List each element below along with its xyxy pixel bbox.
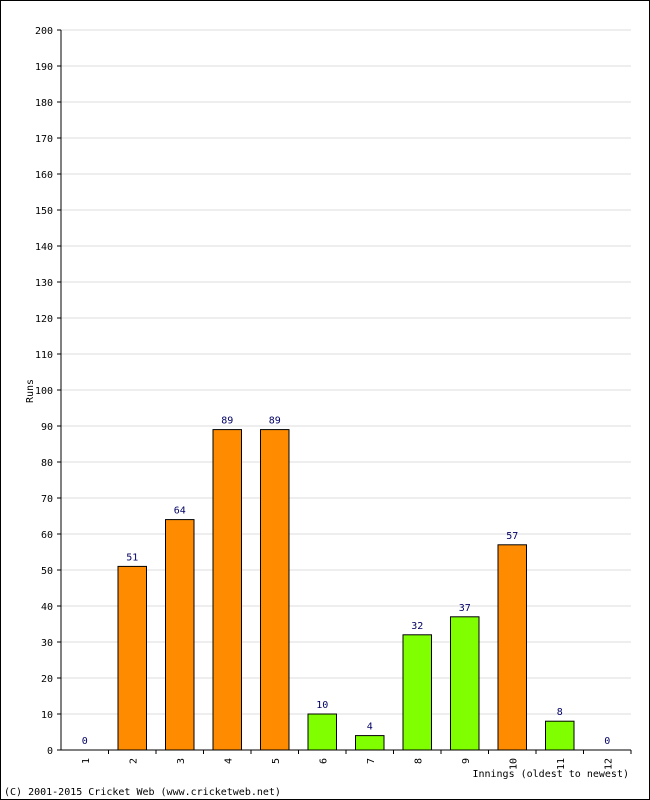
y-tick-label: 200 xyxy=(35,26,53,37)
labels: 0102030405060708090100110120130140150160… xyxy=(35,26,614,770)
bar-innings-5 xyxy=(260,429,290,751)
data-label: 10 xyxy=(316,700,328,711)
data-label: 37 xyxy=(459,603,471,614)
x-tick-label: 12 xyxy=(603,758,614,770)
y-tick-label: 130 xyxy=(35,278,53,289)
axes xyxy=(57,29,632,754)
x-tick-label: 8 xyxy=(413,758,424,764)
bar-innings-2 xyxy=(117,565,147,751)
data-label: 64 xyxy=(174,506,186,517)
x-tick-label: 6 xyxy=(318,758,329,764)
y-tick-label: 40 xyxy=(41,602,53,613)
y-tick-label: 80 xyxy=(41,458,53,469)
data-label: 4 xyxy=(367,722,373,733)
x-tick-label: 5 xyxy=(271,758,282,764)
y-tick-label: 180 xyxy=(35,98,53,109)
y-tick-label: 70 xyxy=(41,494,53,505)
y-tick-label: 120 xyxy=(35,314,53,325)
data-label: 0 xyxy=(82,736,88,747)
bar-innings-11 xyxy=(545,720,575,751)
data-label: 32 xyxy=(411,621,423,632)
y-tick-label: 150 xyxy=(35,206,53,217)
grid-lines xyxy=(61,29,631,715)
data-label: 51 xyxy=(126,552,138,563)
bar-innings-7 xyxy=(355,735,385,751)
bar-innings-10 xyxy=(497,544,527,751)
x-tick-label: 2 xyxy=(128,758,139,764)
y-tick-label: 90 xyxy=(41,422,53,433)
y-tick-label: 160 xyxy=(35,170,53,181)
x-tick-label: 10 xyxy=(508,758,519,770)
x-tick-label: 9 xyxy=(461,758,472,764)
bar-innings-3 xyxy=(165,519,195,751)
y-tick-label: 110 xyxy=(35,350,53,361)
y-tick-label: 0 xyxy=(47,746,53,757)
bars xyxy=(117,429,575,751)
data-label: 0 xyxy=(604,736,610,747)
y-tick-label: 10 xyxy=(41,710,53,721)
copyright-text: (C) 2001-2015 Cricket Web (www.cricketwe… xyxy=(4,787,281,798)
data-label: 89 xyxy=(221,416,233,427)
x-tick-label: 4 xyxy=(223,758,234,764)
x-tick-label: 3 xyxy=(176,758,187,764)
x-tick-label: 7 xyxy=(366,758,377,764)
y-tick-label: 100 xyxy=(35,386,53,397)
bar-innings-6 xyxy=(307,713,337,751)
x-tick-label: 11 xyxy=(556,758,567,770)
x-axis-title: Innings (oldest to newest) xyxy=(472,769,629,780)
data-label: 8 xyxy=(557,707,563,718)
x-tick-label: 1 xyxy=(81,758,92,764)
bar-innings-8 xyxy=(402,634,432,751)
y-tick-label: 190 xyxy=(35,62,53,73)
y-tick-label: 30 xyxy=(41,638,53,649)
y-tick-label: 20 xyxy=(41,674,53,685)
bar-innings-4 xyxy=(212,429,242,751)
bar-innings-9 xyxy=(450,616,480,751)
y-tick-label: 60 xyxy=(41,530,53,541)
y-tick-label: 170 xyxy=(35,134,53,145)
y-tick-label: 140 xyxy=(35,242,53,253)
data-label: 89 xyxy=(269,416,281,427)
y-tick-label: 50 xyxy=(41,566,53,577)
y-axis-title: Runs xyxy=(25,379,36,403)
data-label: 57 xyxy=(506,531,518,542)
